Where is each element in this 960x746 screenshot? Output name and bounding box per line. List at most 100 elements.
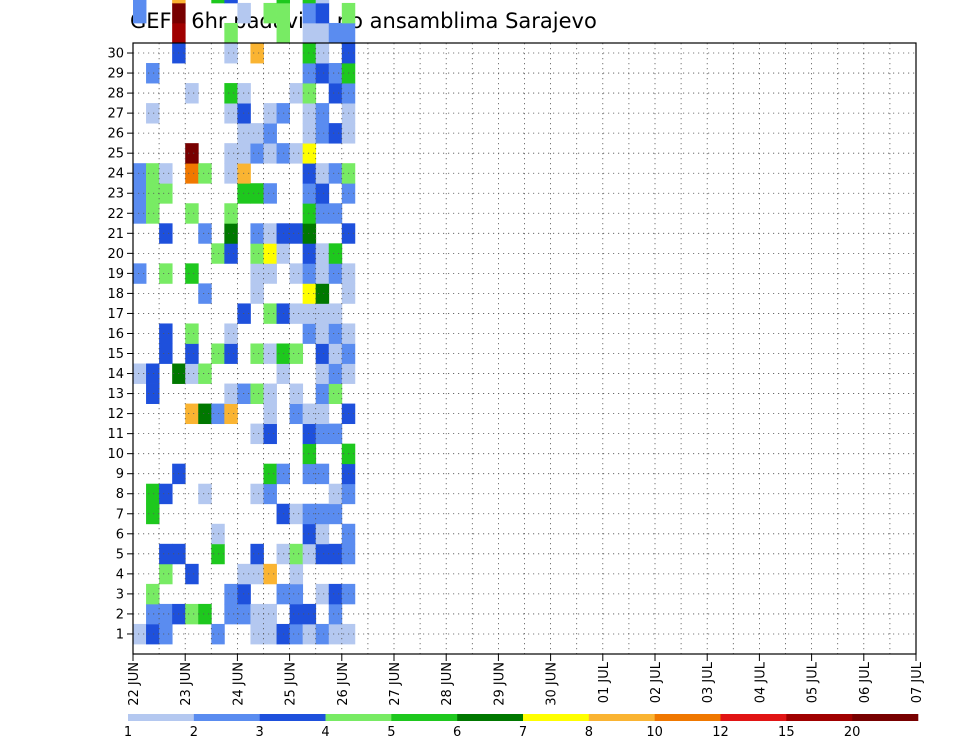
precip-cell xyxy=(328,243,343,264)
precip-cell xyxy=(289,143,304,164)
precip-cell xyxy=(250,423,264,445)
precip-cell xyxy=(263,103,277,124)
precip-cell xyxy=(185,163,199,184)
precip-cell xyxy=(302,143,317,164)
precip-cell xyxy=(315,383,330,404)
precip-cell xyxy=(302,623,317,645)
precip-cell xyxy=(315,0,330,4)
y-tick-label: 16 xyxy=(107,327,124,342)
precip-cell xyxy=(302,603,317,625)
legend-label: 15 xyxy=(778,725,795,740)
precip-cell xyxy=(315,163,330,184)
precip-cell xyxy=(133,0,147,4)
precip-cell xyxy=(289,503,304,525)
precip-cell xyxy=(315,423,330,445)
precip-cell xyxy=(224,243,238,264)
precip-cell xyxy=(315,243,330,264)
legend-swatch xyxy=(852,714,919,721)
precip-cell xyxy=(263,223,277,244)
precip-cell xyxy=(185,263,199,284)
precip-cell xyxy=(328,503,343,525)
legend-label: 12 xyxy=(712,725,729,740)
precip-cell xyxy=(250,223,264,244)
precip-cell xyxy=(302,543,317,565)
precip-cell xyxy=(159,343,173,364)
precip-cell xyxy=(328,623,343,645)
precip-cell xyxy=(302,83,317,104)
precip-cell xyxy=(328,483,343,505)
precip-cell xyxy=(263,563,277,585)
precip-cell xyxy=(289,263,304,284)
precip-cell xyxy=(185,403,199,425)
precip-cell xyxy=(224,403,238,425)
precip-cell xyxy=(198,603,212,625)
precip-cell xyxy=(146,603,160,625)
y-tick-label: 12 xyxy=(107,407,124,422)
precip-cell xyxy=(146,583,160,605)
precip-cell xyxy=(172,0,186,4)
precip-cell xyxy=(250,243,264,264)
precip-cell xyxy=(250,623,264,645)
precip-cell xyxy=(250,43,264,64)
legend-label: 2 xyxy=(190,725,198,740)
precip-cell xyxy=(289,83,304,104)
precip-cell xyxy=(172,2,186,24)
precip-cell xyxy=(289,543,304,565)
precip-cell xyxy=(198,163,212,184)
precip-cell xyxy=(328,263,343,284)
precip-cell xyxy=(224,143,238,164)
precip-cell xyxy=(315,203,330,224)
x-tick-label: 30 JUN xyxy=(545,662,560,706)
precip-cell xyxy=(250,563,264,585)
precip-cell xyxy=(328,163,343,184)
precip-cell xyxy=(302,123,317,144)
y-tick-label: 14 xyxy=(107,367,124,382)
precip-cell xyxy=(276,2,290,24)
precip-cell xyxy=(185,323,199,344)
x-tick-label: 05 JUL xyxy=(806,661,821,703)
precip-cell xyxy=(289,563,304,585)
precip-cell xyxy=(224,103,238,124)
precip-cell xyxy=(146,183,160,204)
precip-cell xyxy=(263,263,277,284)
y-tick-label: 19 xyxy=(107,267,124,282)
precip-cell xyxy=(263,623,277,645)
precip-cell xyxy=(315,343,330,364)
legend-swatch xyxy=(523,714,590,721)
y-tick-label: 10 xyxy=(107,447,124,462)
x-tick-label: 25 JUN xyxy=(284,662,299,706)
precip-cell xyxy=(224,383,238,404)
precip-cell xyxy=(224,43,238,64)
x-tick-label: 06 JUL xyxy=(858,661,873,703)
y-tick-label: 18 xyxy=(107,287,124,302)
precip-cell xyxy=(276,22,290,44)
precip-cell xyxy=(198,483,212,505)
grid-lines xyxy=(133,43,916,654)
precip-cell xyxy=(328,303,343,324)
precip-cell xyxy=(133,263,147,284)
precip-cell xyxy=(315,363,330,384)
legend-swatch xyxy=(391,714,458,721)
precip-cell xyxy=(198,283,212,304)
y-tick-label: 9 xyxy=(116,467,124,482)
precip-cell xyxy=(263,243,277,264)
precip-cell xyxy=(315,303,330,324)
precip-cell xyxy=(302,43,317,64)
legend-swatch xyxy=(128,714,195,721)
y-tick-label: 23 xyxy=(107,187,124,202)
precip-cell xyxy=(250,123,264,144)
precip-cell xyxy=(146,383,160,404)
precip-cell xyxy=(315,523,330,545)
precip-cell xyxy=(302,63,317,84)
precip-cell xyxy=(302,203,317,224)
precip-cell xyxy=(315,543,330,565)
precip-cell xyxy=(133,623,147,645)
precip-cell xyxy=(302,263,317,284)
precip-cell xyxy=(250,603,264,625)
legend-swatch xyxy=(457,714,524,721)
precip-cell xyxy=(224,343,238,364)
legend-label: 20 xyxy=(844,725,861,740)
precip-cell xyxy=(302,0,317,4)
x-tick-label: 23 JUN xyxy=(179,662,194,706)
precip-cell xyxy=(302,503,317,525)
